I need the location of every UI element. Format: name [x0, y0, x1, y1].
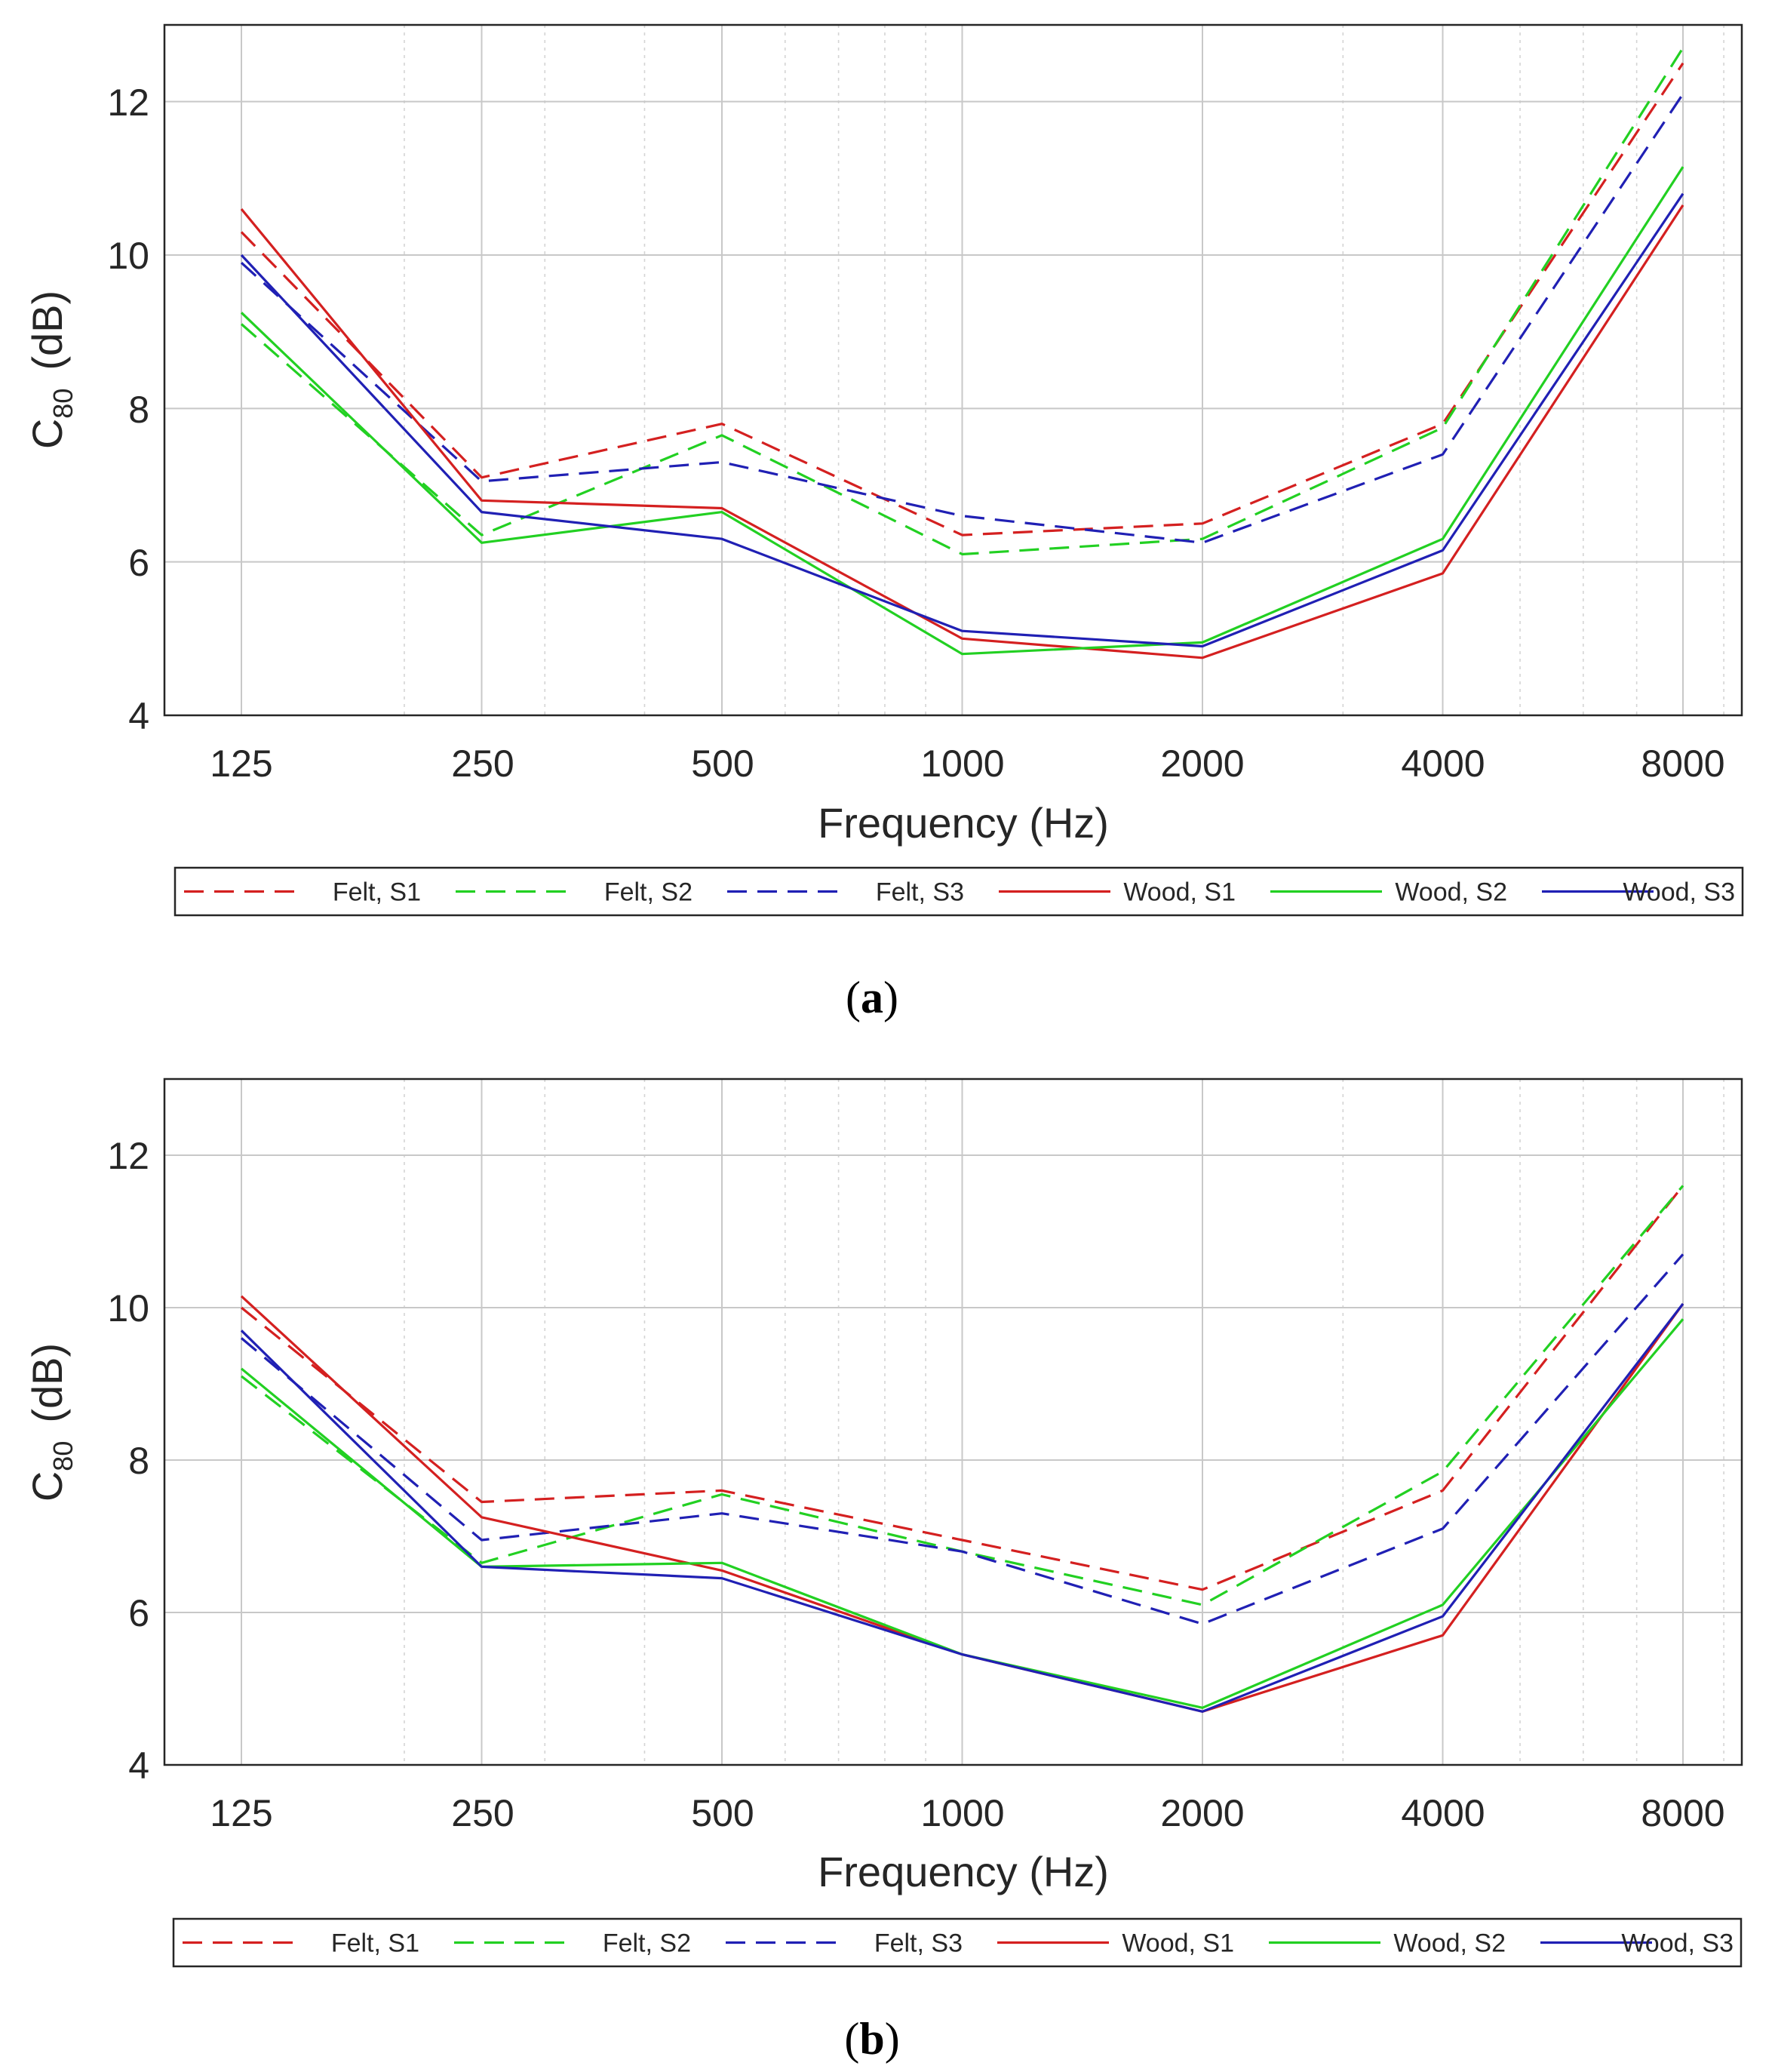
- legend-label: Wood, S3: [1623, 878, 1735, 907]
- y-tick-label: 4: [128, 695, 149, 737]
- legend-box-b: [172, 1917, 1743, 1968]
- series-line-wood-s2: [240, 166, 1684, 656]
- x-axis-title-b: Frequency (Hz): [818, 1848, 1109, 1895]
- legend-a: Felt, S1 Felt, S2 Felt, S3 Wood, S1 Wood, S2…: [174, 866, 1744, 917]
- series-line-wood-s3: [240, 1302, 1684, 1713]
- x-tick-label: 250: [451, 742, 514, 785]
- legend-label: Felt, S2: [604, 878, 692, 907]
- svg-text:C80(dB): C80 (dB): [23, 1343, 78, 1502]
- x-tick-label: 500: [691, 1792, 754, 1834]
- y-tick-label: 4: [128, 1745, 149, 1787]
- y-tick-label: 10: [107, 1287, 149, 1330]
- y-ticks-a: 4 6 8 10 12: [107, 81, 149, 737]
- chart-panel-b: 4 6 8 10 12 125 250 500 1000 2000 4000 8…: [23, 1078, 1743, 2064]
- legend-items-b: Felt, S1 Felt, S2 Felt, S3 Wood, S1 Wood, S2…: [183, 1929, 1734, 1958]
- series-line-felt-s2: [240, 47, 1684, 556]
- x-tick-label: 125: [210, 1792, 272, 1834]
- y-tick-label: 8: [128, 389, 149, 431]
- plot-frame-a: [163, 23, 1743, 717]
- y-tick-label: 12: [107, 1135, 149, 1177]
- grid-a: [164, 25, 1742, 716]
- y-axis-title-main: C: [23, 419, 71, 449]
- x-ticks-b: 125 250 500 1000 2000 4000 8000: [210, 1792, 1724, 1834]
- y-tick-label: 6: [128, 1592, 149, 1634]
- series-line-wood-s3: [240, 192, 1684, 648]
- series-layer-a: [240, 47, 1684, 659]
- grid-b: [164, 1079, 1742, 1766]
- series-line-felt-s1: [240, 62, 1684, 536]
- x-tick-label: 125: [210, 742, 272, 785]
- series-line-felt-s3: [240, 1253, 1684, 1625]
- x-tick-label: 8000: [1641, 742, 1724, 785]
- y-tick-label: 8: [128, 1440, 149, 1482]
- y-axis-title-a: C80 (dB): [23, 291, 78, 449]
- series-line-felt-s3: [240, 93, 1684, 544]
- x-tick-label: 4000: [1401, 1792, 1485, 1834]
- panel-label-b: (b): [844, 2014, 899, 2064]
- svg-text:C80(dB): C80 (dB): [23, 291, 78, 449]
- legend-label: Felt, S3: [876, 878, 964, 907]
- plot-frame-b: [163, 1078, 1743, 1766]
- legend-label: Wood, S2: [1395, 878, 1507, 907]
- legend-label: Wood, S3: [1621, 1929, 1734, 1958]
- panel-label-a: (a): [846, 973, 898, 1022]
- x-tick-label: 1000: [920, 1792, 1004, 1834]
- legend-label: Felt, S1: [333, 878, 421, 907]
- y-tick-label: 10: [107, 235, 149, 277]
- y-axis-title-b: C80 (dB): [23, 1343, 78, 1502]
- chart-panel-a: 4 6 8 10 12 125 250 500 1000 2000 4000 8…: [23, 23, 1744, 1022]
- series-line-wood-s1: [240, 204, 1684, 659]
- y-tick-label: 12: [107, 81, 149, 124]
- legend-label: Wood, S1: [1122, 1929, 1234, 1958]
- y-axis-title-main: C: [23, 1471, 71, 1502]
- x-tick-label: 250: [451, 1792, 514, 1834]
- series-line-felt-s1: [240, 1185, 1684, 1591]
- x-tick-label: 4000: [1401, 742, 1485, 785]
- y-axis-title-sub: 80: [48, 1441, 78, 1471]
- legend-label: Wood, S2: [1393, 1929, 1506, 1958]
- y-axis-title-unit: (dB): [23, 291, 71, 370]
- y-ticks-b: 4 6 8 10 12: [107, 1135, 149, 1787]
- legend-label: Wood, S1: [1123, 878, 1236, 907]
- y-axis-title-sub: 80: [48, 389, 78, 419]
- legend-label: Felt, S2: [603, 1929, 691, 1958]
- x-tick-label: 500: [691, 742, 754, 785]
- x-tick-label: 1000: [920, 742, 1004, 785]
- x-tick-label: 2000: [1160, 742, 1244, 785]
- legend-label: Felt, S3: [874, 1929, 963, 1958]
- y-axis-title-unit: (dB): [23, 1343, 71, 1423]
- x-axis-title-a: Frequency (Hz): [818, 799, 1109, 847]
- legend-items-a: Felt, S1 Felt, S2 Felt, S3 Wood, S1 Wood, S2…: [184, 878, 1735, 907]
- x-ticks-a: 125 250 500 1000 2000 4000 8000: [210, 742, 1724, 785]
- legend-box-a: [174, 866, 1744, 917]
- legend-label: Felt, S1: [331, 1929, 419, 1958]
- legend-b: Felt, S1 Felt, S2 Felt, S3 Wood, S1 Wood, S2…: [172, 1917, 1743, 1968]
- x-tick-label: 2000: [1160, 1792, 1244, 1834]
- x-tick-label: 8000: [1641, 1792, 1724, 1834]
- series-layer-b: [240, 1185, 1684, 1713]
- y-tick-label: 6: [128, 542, 149, 584]
